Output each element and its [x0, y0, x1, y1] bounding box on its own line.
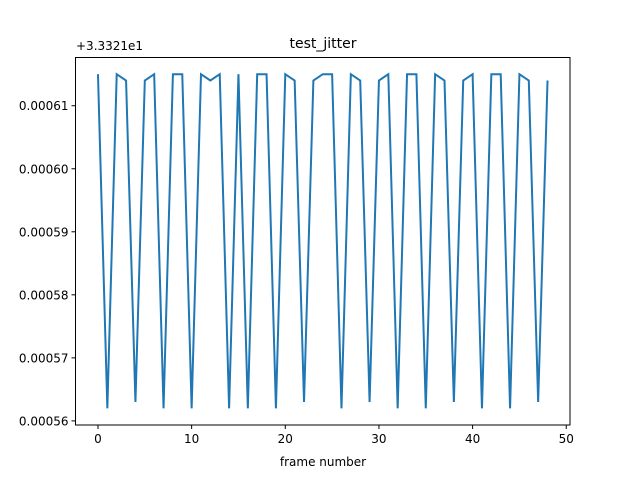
y-tick-label: 0.00060 [19, 162, 69, 176]
y-tick-label: 0.00061 [19, 99, 69, 113]
series-line [96, 72, 549, 409]
x-tick-label: 0 [94, 432, 102, 446]
x-tick-label: 20 [278, 432, 293, 446]
chart-title: test_jitter [289, 36, 356, 52]
y-tick-label: 0.00056 [19, 414, 69, 428]
y-tick-label: 0.00057 [19, 351, 69, 365]
x-tick-label: 50 [559, 432, 574, 446]
x-axis-label: frame number [280, 455, 366, 469]
y-tick-label: 0.00058 [19, 288, 69, 302]
y-tick-label: 0.00059 [19, 225, 69, 239]
x-tick-label: 30 [371, 432, 386, 446]
x-tick-label: 40 [465, 432, 480, 446]
axes-frame [75, 57, 571, 426]
y-offset-text: +3.3321e1 [76, 39, 143, 53]
x-tick-label: 10 [184, 432, 199, 446]
